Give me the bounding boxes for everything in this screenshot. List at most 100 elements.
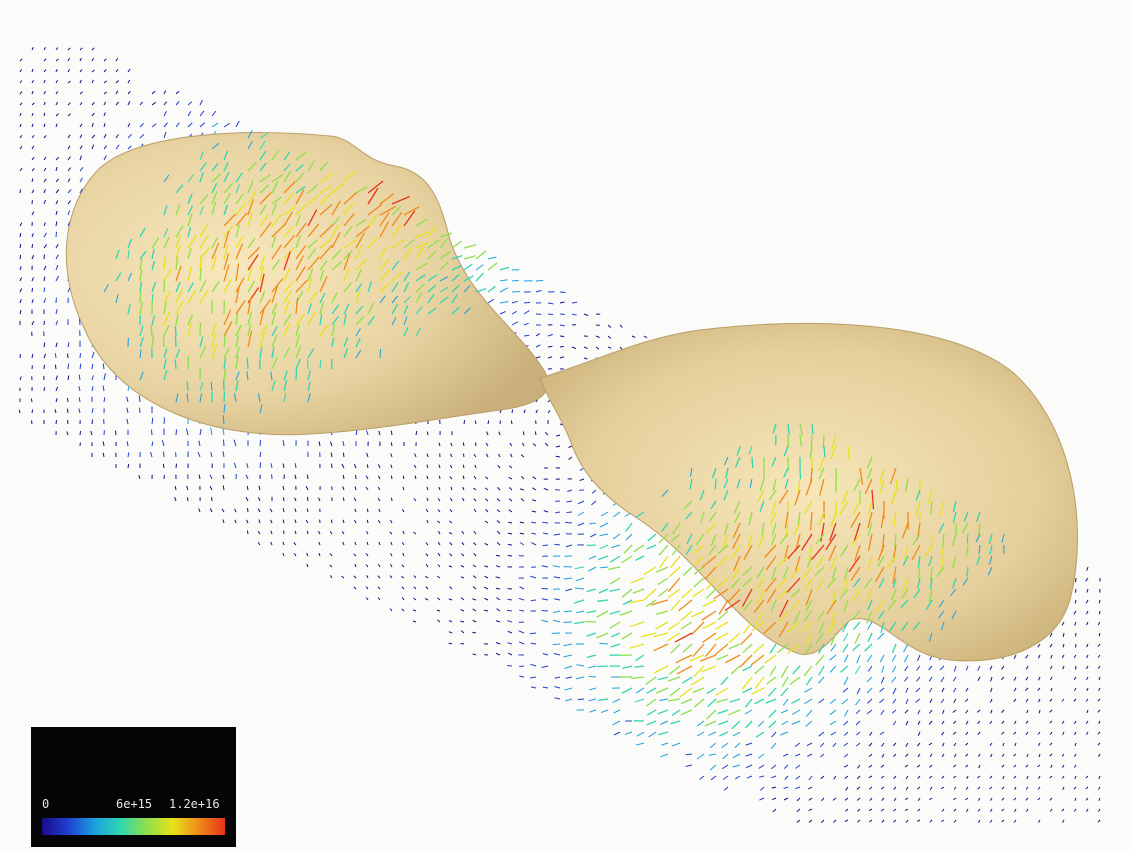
field-vector <box>723 456 729 466</box>
field-vector <box>247 161 257 172</box>
field-vector <box>473 475 477 480</box>
field-vector <box>187 355 190 370</box>
field-vector <box>789 676 801 686</box>
field-vector <box>1013 764 1017 768</box>
field-vector <box>331 249 342 260</box>
field-vector <box>953 687 957 693</box>
field-vector <box>460 620 465 623</box>
field-vector <box>1085 610 1089 615</box>
field-vector <box>329 553 333 557</box>
field-vector <box>928 676 933 682</box>
field-vector <box>460 553 465 557</box>
field-vector <box>597 599 609 602</box>
field-vector <box>209 485 213 491</box>
field-vector <box>222 415 225 425</box>
field-vector <box>830 643 837 652</box>
field-vector <box>611 544 621 549</box>
field-vector <box>139 325 144 337</box>
field-vector <box>588 675 597 678</box>
field-vector <box>660 522 669 533</box>
field-vector <box>257 542 261 546</box>
field-vector <box>961 522 969 534</box>
field-vector <box>460 609 465 612</box>
field-vector <box>748 511 753 526</box>
field-vector <box>1025 698 1029 703</box>
field-vector <box>987 566 993 576</box>
field-vector <box>519 609 525 612</box>
field-vector <box>658 588 669 597</box>
field-vector <box>879 687 885 693</box>
field-vector <box>523 409 526 414</box>
field-vector <box>795 753 801 757</box>
field-vector <box>547 409 551 414</box>
field-vector <box>138 475 141 480</box>
field-vector <box>818 478 825 496</box>
field-vector <box>567 489 573 492</box>
field-vector <box>211 332 217 348</box>
field-vector <box>989 808 993 812</box>
field-vector <box>1001 720 1005 725</box>
field-vector <box>689 478 693 490</box>
field-vector <box>544 442 549 447</box>
field-vector <box>749 478 753 489</box>
field-vector <box>829 665 837 673</box>
field-vector <box>283 225 294 238</box>
field-vector <box>31 167 35 172</box>
field-vector <box>568 445 573 448</box>
field-vector <box>799 423 803 436</box>
field-vector <box>938 599 945 608</box>
field-vector <box>1001 753 1005 757</box>
field-vector <box>529 632 537 635</box>
field-vector <box>941 819 945 822</box>
field-vector <box>831 434 837 449</box>
field-vector <box>150 324 153 337</box>
field-vector <box>437 575 441 579</box>
field-vector <box>235 212 248 227</box>
field-vector <box>892 577 897 589</box>
field-vector <box>745 742 753 746</box>
field-vector <box>869 786 873 790</box>
field-vector <box>559 335 565 337</box>
field-vector <box>151 335 155 348</box>
field-vector <box>139 407 141 414</box>
field-vector <box>953 698 957 703</box>
field-vector <box>424 598 429 601</box>
field-vector <box>209 474 213 480</box>
field-vector <box>403 210 416 227</box>
field-vector <box>450 453 453 458</box>
field-vector <box>235 285 240 304</box>
field-vector <box>655 687 669 694</box>
field-vector <box>771 764 777 770</box>
field-vector <box>1098 797 1101 801</box>
field-vector <box>367 302 375 315</box>
field-vector <box>511 409 514 414</box>
field-vector <box>507 665 513 667</box>
field-vector <box>223 204 229 216</box>
field-vector <box>827 577 837 589</box>
field-vector <box>794 742 801 748</box>
field-vector <box>1026 753 1029 758</box>
field-vector <box>893 797 897 802</box>
field-vector <box>783 445 789 457</box>
field-vector <box>55 420 57 425</box>
field-vector <box>715 687 729 696</box>
field-vector <box>31 123 34 128</box>
field-vector <box>965 544 969 557</box>
field-vector <box>462 442 465 447</box>
field-vector <box>977 731 981 736</box>
field-vector <box>547 345 553 348</box>
field-vector <box>1013 687 1017 692</box>
field-vector <box>379 245 388 260</box>
field-vector <box>1014 742 1017 747</box>
field-vector <box>757 533 765 549</box>
field-vector <box>1037 654 1041 659</box>
field-vector <box>259 255 266 271</box>
field-vector <box>379 193 394 205</box>
field-vector <box>733 511 741 524</box>
field-vector <box>801 621 813 633</box>
field-vector <box>415 327 422 337</box>
field-vector <box>809 445 813 459</box>
field-vector <box>282 497 285 502</box>
field-vector <box>1085 731 1089 735</box>
field-vector <box>965 786 969 790</box>
